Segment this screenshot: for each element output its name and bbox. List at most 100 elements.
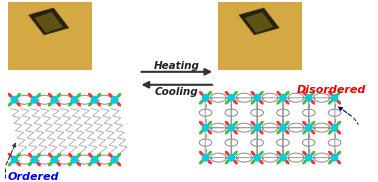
Ellipse shape bbox=[199, 159, 204, 164]
Ellipse shape bbox=[48, 93, 53, 98]
Circle shape bbox=[253, 154, 261, 162]
Ellipse shape bbox=[233, 159, 238, 164]
Ellipse shape bbox=[96, 101, 101, 107]
Ellipse shape bbox=[76, 161, 81, 166]
Circle shape bbox=[31, 156, 38, 164]
Circle shape bbox=[51, 96, 58, 104]
Ellipse shape bbox=[207, 129, 212, 134]
Ellipse shape bbox=[225, 121, 230, 126]
Ellipse shape bbox=[251, 99, 256, 105]
Ellipse shape bbox=[285, 99, 290, 105]
Ellipse shape bbox=[28, 153, 33, 158]
Circle shape bbox=[279, 94, 287, 102]
Ellipse shape bbox=[336, 129, 341, 134]
Circle shape bbox=[11, 156, 18, 164]
Ellipse shape bbox=[225, 151, 230, 156]
Ellipse shape bbox=[108, 101, 113, 107]
Ellipse shape bbox=[16, 153, 21, 158]
Ellipse shape bbox=[16, 93, 21, 98]
Ellipse shape bbox=[233, 99, 238, 105]
Ellipse shape bbox=[207, 159, 212, 164]
Ellipse shape bbox=[68, 153, 73, 158]
Circle shape bbox=[91, 96, 98, 104]
Ellipse shape bbox=[259, 121, 264, 126]
Ellipse shape bbox=[88, 101, 93, 107]
FancyBboxPatch shape bbox=[8, 2, 92, 70]
Ellipse shape bbox=[68, 161, 73, 166]
Circle shape bbox=[11, 96, 18, 104]
Ellipse shape bbox=[285, 121, 290, 126]
Text: Disordered: Disordered bbox=[296, 85, 366, 95]
Polygon shape bbox=[239, 8, 279, 35]
Ellipse shape bbox=[328, 121, 333, 126]
Ellipse shape bbox=[116, 101, 121, 107]
Ellipse shape bbox=[259, 99, 264, 105]
Ellipse shape bbox=[56, 101, 61, 107]
Ellipse shape bbox=[28, 93, 33, 98]
Ellipse shape bbox=[285, 129, 290, 134]
Ellipse shape bbox=[259, 151, 264, 156]
Ellipse shape bbox=[76, 153, 81, 158]
Ellipse shape bbox=[225, 159, 230, 164]
Circle shape bbox=[202, 94, 209, 102]
Ellipse shape bbox=[233, 91, 238, 96]
Ellipse shape bbox=[302, 121, 307, 126]
Circle shape bbox=[305, 124, 313, 132]
Text: Ordered: Ordered bbox=[8, 172, 59, 182]
Ellipse shape bbox=[116, 153, 121, 158]
Circle shape bbox=[71, 96, 78, 104]
Circle shape bbox=[305, 94, 313, 102]
Ellipse shape bbox=[328, 99, 333, 105]
Ellipse shape bbox=[56, 161, 61, 166]
Ellipse shape bbox=[310, 91, 315, 96]
Circle shape bbox=[253, 124, 261, 132]
Ellipse shape bbox=[48, 153, 53, 158]
Circle shape bbox=[331, 124, 338, 132]
Ellipse shape bbox=[328, 159, 333, 164]
Ellipse shape bbox=[8, 93, 13, 98]
Ellipse shape bbox=[233, 129, 238, 134]
Ellipse shape bbox=[88, 153, 93, 158]
Ellipse shape bbox=[276, 121, 281, 126]
Ellipse shape bbox=[276, 151, 281, 156]
Ellipse shape bbox=[28, 101, 33, 107]
Ellipse shape bbox=[16, 161, 21, 166]
Ellipse shape bbox=[36, 101, 41, 107]
Ellipse shape bbox=[302, 99, 307, 105]
Circle shape bbox=[202, 154, 209, 162]
Ellipse shape bbox=[276, 99, 281, 105]
Ellipse shape bbox=[310, 159, 315, 164]
Text: Cooling: Cooling bbox=[155, 87, 199, 97]
Circle shape bbox=[51, 156, 58, 164]
Ellipse shape bbox=[207, 99, 212, 105]
Ellipse shape bbox=[336, 151, 341, 156]
Ellipse shape bbox=[68, 93, 73, 98]
Ellipse shape bbox=[36, 153, 41, 158]
Circle shape bbox=[228, 154, 235, 162]
Ellipse shape bbox=[328, 151, 333, 156]
Ellipse shape bbox=[302, 159, 307, 164]
Circle shape bbox=[91, 156, 98, 164]
Circle shape bbox=[305, 154, 313, 162]
Polygon shape bbox=[29, 8, 69, 35]
Circle shape bbox=[331, 154, 338, 162]
Ellipse shape bbox=[76, 101, 81, 107]
Ellipse shape bbox=[276, 91, 281, 96]
Ellipse shape bbox=[56, 93, 61, 98]
Ellipse shape bbox=[36, 161, 41, 166]
Ellipse shape bbox=[116, 161, 121, 166]
Polygon shape bbox=[34, 12, 63, 33]
Ellipse shape bbox=[302, 91, 307, 96]
Ellipse shape bbox=[285, 159, 290, 164]
Ellipse shape bbox=[251, 151, 256, 156]
Text: Heating: Heating bbox=[154, 61, 200, 71]
Ellipse shape bbox=[8, 161, 13, 166]
Ellipse shape bbox=[302, 129, 307, 134]
Ellipse shape bbox=[96, 153, 101, 158]
FancyBboxPatch shape bbox=[218, 2, 302, 70]
Ellipse shape bbox=[276, 159, 281, 164]
Ellipse shape bbox=[48, 101, 53, 107]
Ellipse shape bbox=[310, 99, 315, 105]
Ellipse shape bbox=[28, 161, 33, 166]
Ellipse shape bbox=[310, 121, 315, 126]
